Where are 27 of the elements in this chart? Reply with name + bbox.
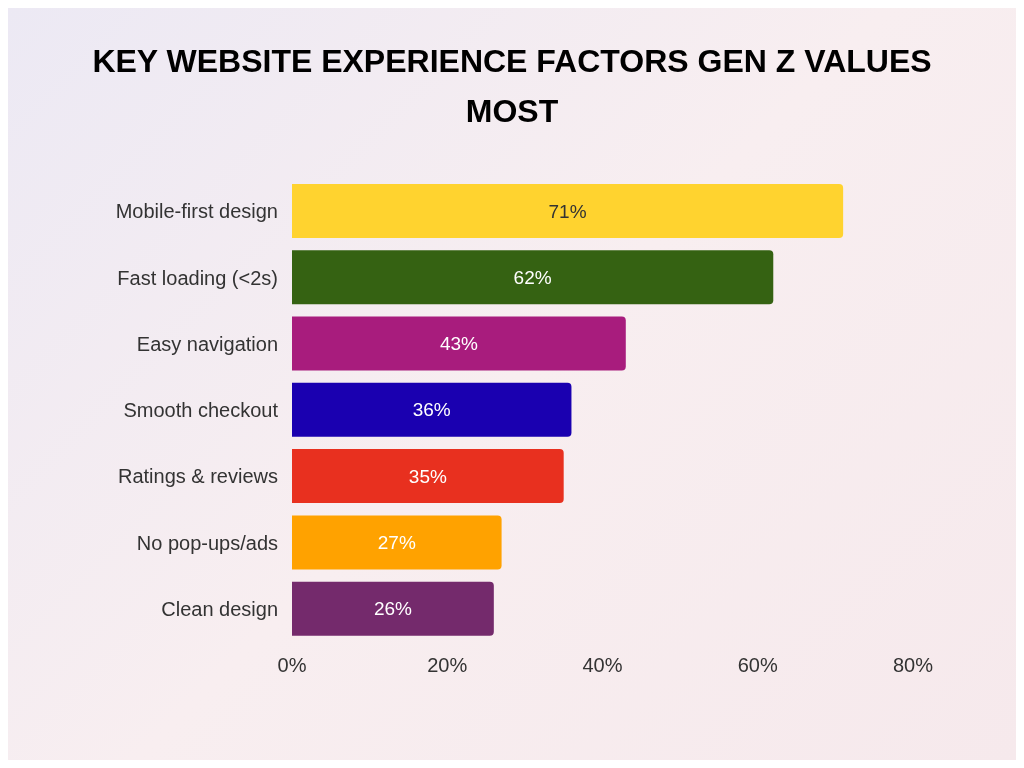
bar xyxy=(292,581,494,636)
x-tick-label: 0% xyxy=(277,654,307,677)
bar xyxy=(292,250,774,305)
y-tick-label: Mobile-first design xyxy=(115,200,278,223)
data-label: 36% xyxy=(412,399,451,421)
chart-title: KEY WEBSITE EXPERIENCE FACTORS GEN Z VALUES MOST xyxy=(91,42,933,131)
y-tick-label: No pop-ups/ads xyxy=(136,531,278,554)
data-label: 35% xyxy=(408,465,447,487)
data-label: 26% xyxy=(373,598,413,620)
bar xyxy=(292,382,572,437)
bar xyxy=(292,449,564,504)
bar xyxy=(292,316,626,371)
x-tick-label: 80% xyxy=(892,654,934,677)
x-tick-label: 40% xyxy=(582,654,623,677)
x-tick-label: 20% xyxy=(427,654,468,677)
bar xyxy=(292,515,502,570)
data-label: 71% xyxy=(548,200,587,222)
data-label: 27% xyxy=(377,532,416,554)
y-tick-label: Clean design xyxy=(161,597,278,620)
y-tick-label: Smooth checkout xyxy=(123,399,279,422)
y-tick-label: Ratings & reviews xyxy=(117,465,278,488)
y-tick-label: Fast loading (<2s) xyxy=(117,266,278,289)
x-tick-label: 60% xyxy=(737,654,778,677)
bar xyxy=(292,183,844,238)
data-label: 62% xyxy=(513,266,552,288)
y-tick-label: Easy navigation xyxy=(136,332,278,355)
data-label: 43% xyxy=(439,333,479,355)
